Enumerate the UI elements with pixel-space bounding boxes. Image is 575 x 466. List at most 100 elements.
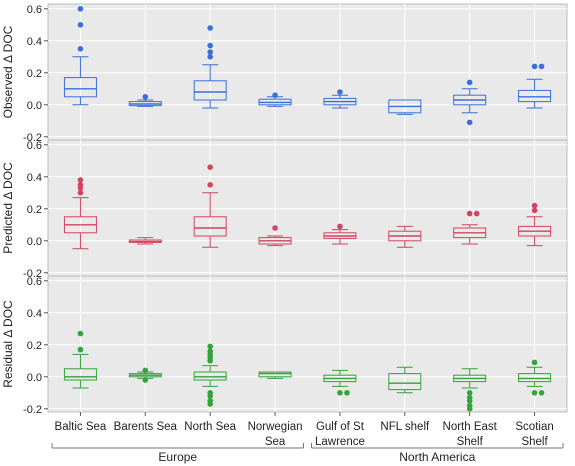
box-north-east-shelf: [453, 210, 487, 245]
x-tick-label: Gulf of St: [316, 421, 365, 433]
outlier-point: [531, 390, 538, 396]
y-axis-label: Residual Δ DOC: [1, 300, 15, 388]
box-iqr: [193, 80, 227, 101]
outlier-point: [531, 202, 538, 209]
outlier-point: [466, 210, 473, 217]
outlier-point: [77, 190, 84, 196]
x-tick-label: Scotian: [515, 421, 553, 433]
y-tick-label: 0.0: [27, 372, 42, 384]
panel-2: -0.2 0.0 0.2 0.4 0.6 Predicted Δ DOC: [1, 139, 568, 280]
outlier-point: [207, 49, 213, 55]
panel-background: [47, 139, 568, 277]
x-tick-label: Baltic Sea: [55, 421, 107, 433]
box-iqr: [258, 371, 292, 378]
x-tick-label: North Sea: [184, 421, 236, 433]
outlier-point: [337, 390, 343, 396]
outlier-point: [142, 367, 149, 374]
y-tick-label: 0.6: [27, 4, 42, 16]
x-tick-label: Norwegian: [248, 421, 303, 433]
box-north-east-shelf: [453, 368, 487, 412]
y-tick-label: 0.0: [27, 236, 42, 248]
box-iqr: [518, 89, 552, 103]
box-north-east-shelf: [453, 79, 487, 126]
x-group-labels: Europe North America: [51, 443, 564, 464]
box-barents-sea: [128, 237, 162, 245]
box-scotian-shelf: [518, 63, 552, 109]
x-tick-label: North East: [443, 421, 498, 433]
outlier-point: [466, 390, 473, 396]
box-iqr: [193, 371, 227, 381]
box-north-sea: [193, 164, 227, 248]
outlier-point: [473, 210, 480, 217]
outlier-point: [466, 79, 473, 86]
box-baltic-sea: [63, 6, 97, 106]
y-tick-label: 0.6: [27, 140, 42, 152]
outlier-point: [77, 6, 84, 12]
y-tick-label: -0.2: [23, 404, 42, 416]
outlier-point: [77, 177, 84, 183]
outlier-point: [77, 22, 84, 28]
y-tick-label: -0.2: [23, 268, 42, 280]
box-scotian-shelf: [518, 359, 552, 396]
box-iqr: [388, 373, 422, 391]
box-gulf-of-st-lawrence: [323, 369, 357, 396]
box-barents-sea: [128, 94, 162, 107]
outlier-point: [207, 343, 213, 350]
x-tick-label: Lawrence: [315, 436, 365, 448]
outlier-point: [207, 393, 213, 399]
box-baltic-sea: [63, 330, 97, 389]
outlier-point: [337, 89, 343, 95]
y-tick-label: -0.2: [23, 132, 42, 144]
x-tick-label: Barents Sea: [114, 421, 178, 433]
box-norwegian-sea: [258, 92, 292, 107]
outlier-point: [77, 346, 84, 353]
outlier-point: [142, 94, 149, 100]
box-barents-sea: [128, 367, 162, 383]
outlier-point: [538, 63, 545, 70]
y-tick-label: 0.2: [27, 340, 42, 352]
y-tick-label: 0.4: [27, 36, 42, 48]
outlier-point: [466, 398, 473, 404]
box-norwegian-sea: [258, 371, 292, 379]
outlier-point: [207, 54, 213, 60]
outlier-point: [77, 330, 84, 337]
box-nfl-shelf: [388, 99, 422, 115]
box-north-sea: [193, 343, 227, 407]
y-axis-label: Observed Δ DOC: [1, 25, 15, 118]
outlier-point: [207, 42, 213, 49]
box-iqr: [193, 216, 227, 237]
outlier-point: [142, 377, 149, 383]
x-tick-label: Shelf: [521, 436, 548, 448]
outlier-point: [272, 92, 278, 98]
outlier-point: [77, 182, 84, 188]
box-iqr: [63, 77, 97, 98]
box-baltic-sea: [63, 177, 97, 250]
y-tick-label: 0.2: [27, 204, 42, 216]
box-gulf-of-st-lawrence: [323, 223, 357, 245]
outlier-point: [466, 406, 473, 412]
outlier-point: [531, 63, 538, 70]
x-tick-label: Sea: [265, 436, 286, 448]
outlier-point: [466, 119, 473, 126]
box-north-sea: [193, 25, 227, 109]
outlier-point: [207, 25, 213, 31]
outlier-point: [344, 390, 350, 396]
box-nfl-shelf: [388, 225, 422, 248]
outlier-point: [531, 359, 538, 366]
outlier-point: [538, 390, 545, 396]
group-label: North America: [399, 450, 475, 464]
panel-1: -0.2 0.0 0.2 0.4 0.6 Observed Δ DOC: [1, 3, 568, 144]
y-tick-label: 0.6: [27, 276, 42, 288]
y-tick-label: 0.0: [27, 100, 42, 112]
y-tick-label: 0.2: [27, 68, 42, 80]
outlier-point: [77, 46, 84, 52]
panel-background: [47, 3, 568, 141]
outlier-point: [207, 348, 213, 355]
outlier-point: [207, 164, 213, 170]
y-tick-label: 0.4: [27, 172, 42, 184]
box-gulf-of-st-lawrence: [323, 89, 357, 109]
panel-background: [47, 275, 568, 413]
outlier-point: [207, 401, 213, 407]
x-tick-label: NFL shelf: [380, 421, 430, 433]
